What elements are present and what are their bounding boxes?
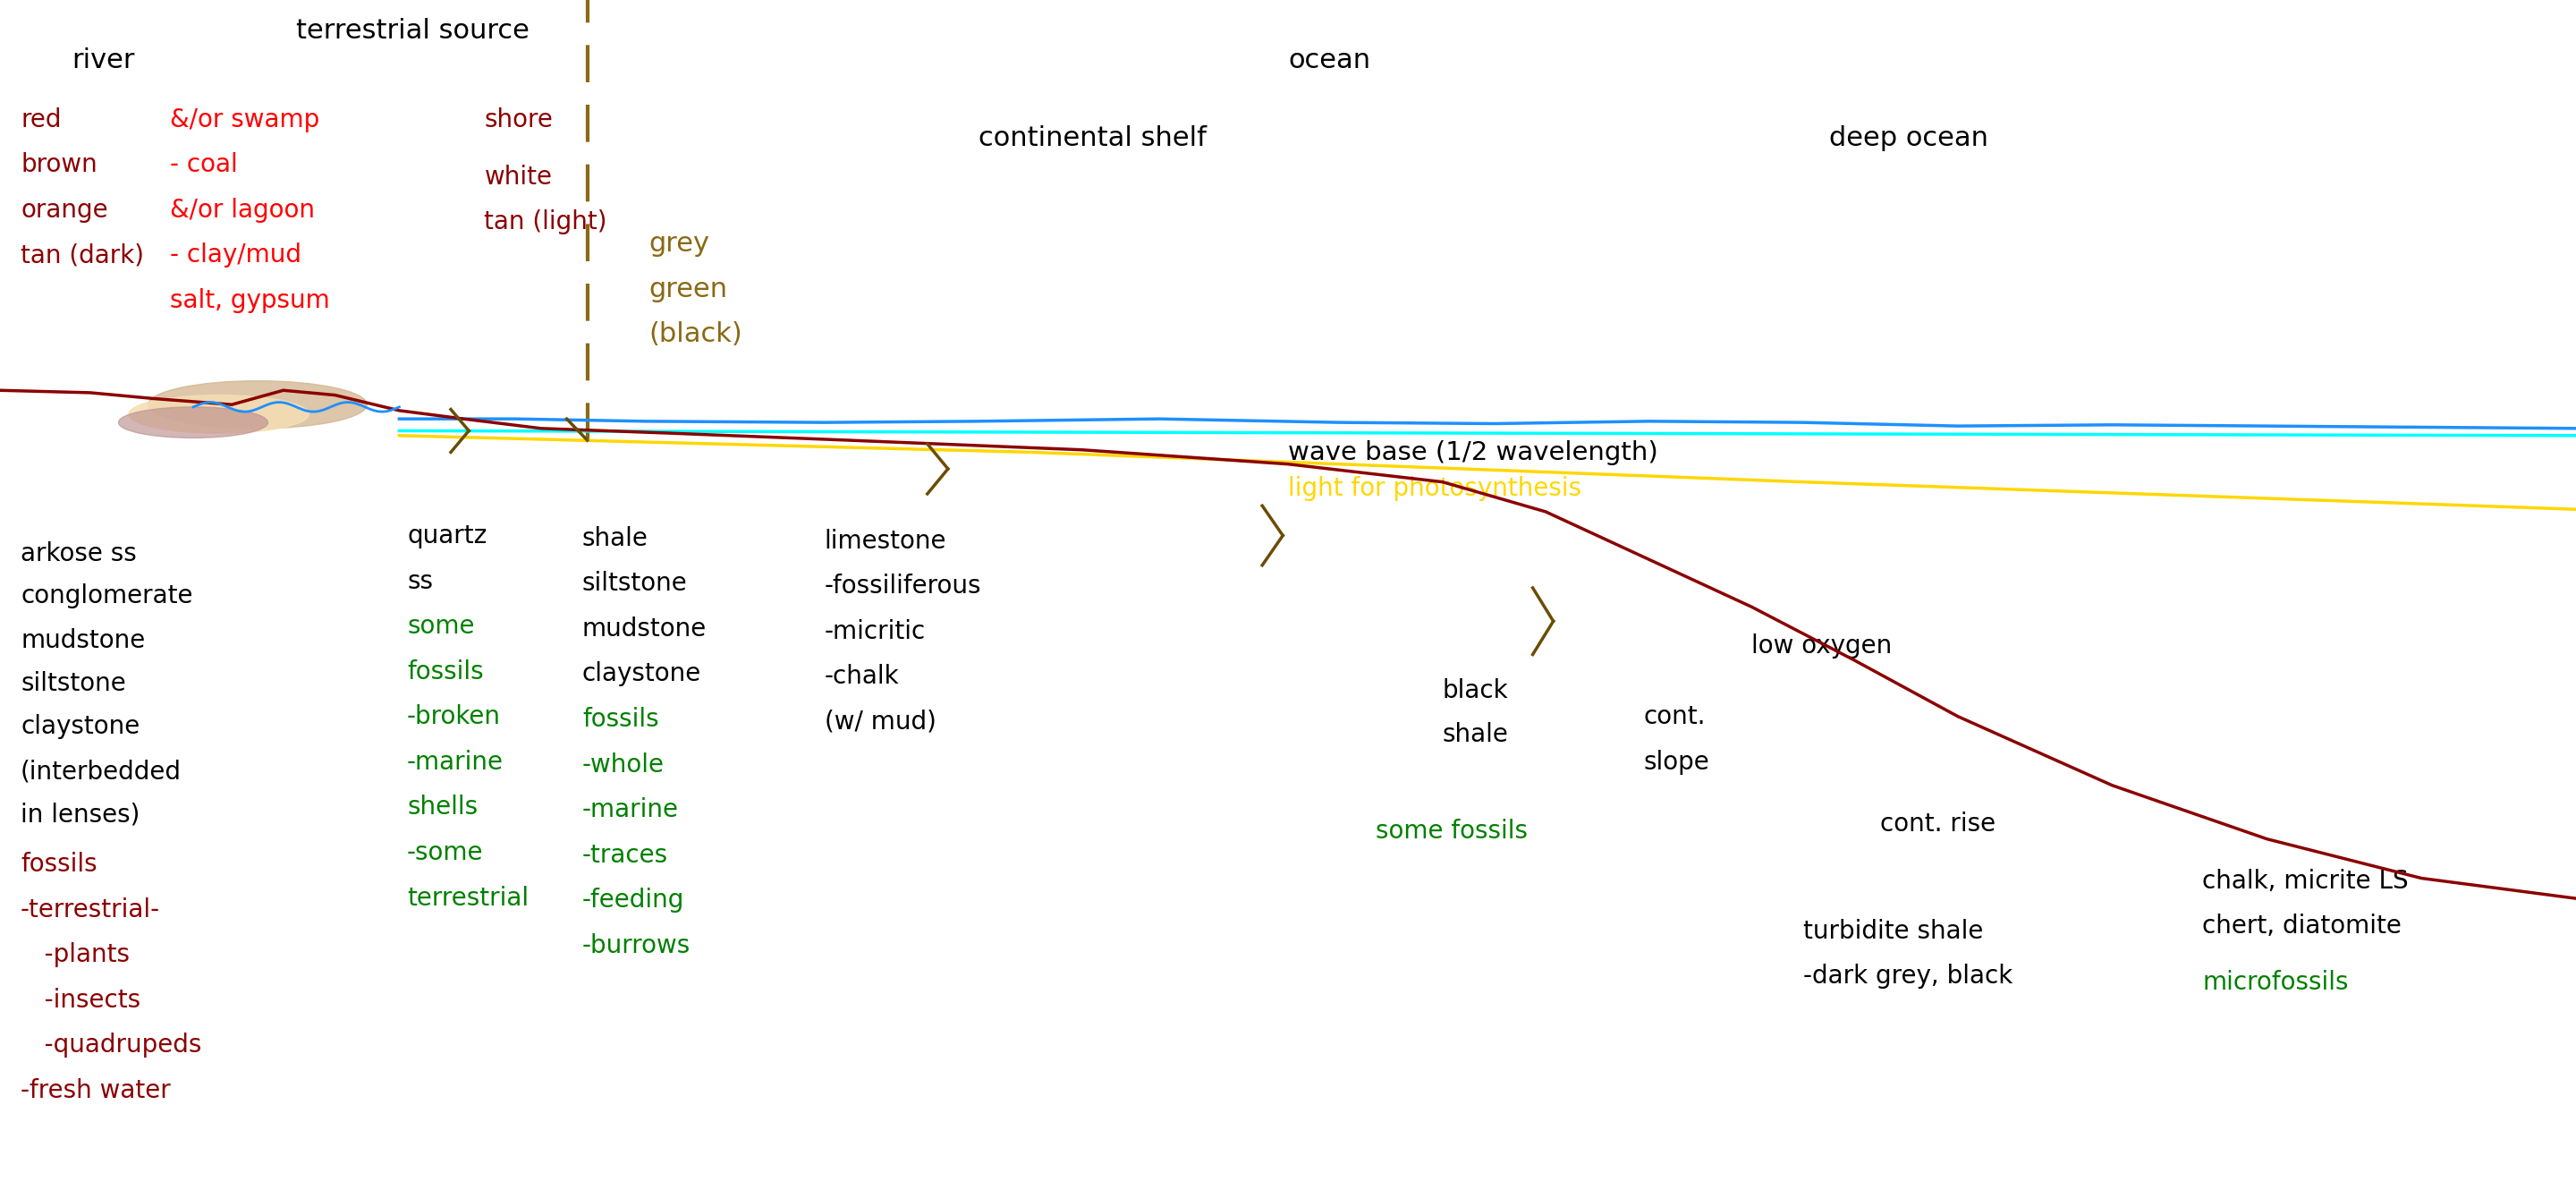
Text: -plants: -plants xyxy=(21,942,129,967)
Text: river: river xyxy=(72,48,134,74)
Text: fossils: fossils xyxy=(582,707,659,732)
Text: in lenses): in lenses) xyxy=(21,802,139,827)
Ellipse shape xyxy=(149,381,368,428)
Text: deep ocean: deep ocean xyxy=(1829,125,1989,151)
Text: ss: ss xyxy=(407,569,433,594)
Text: (black): (black) xyxy=(649,321,742,347)
Text: tan (light): tan (light) xyxy=(484,209,608,234)
Text: siltstone: siltstone xyxy=(582,571,688,596)
Text: -burrows: -burrows xyxy=(582,933,690,958)
Text: microfossils: microfossils xyxy=(2202,970,2349,995)
Text: siltstone: siltstone xyxy=(21,671,126,696)
Text: -micritic: -micritic xyxy=(824,619,925,644)
Text: wave base (1/2 wavelength): wave base (1/2 wavelength) xyxy=(1288,440,1659,465)
Text: orange: orange xyxy=(21,198,108,223)
Text: some fossils: some fossils xyxy=(1376,819,1528,844)
Text: &/or lagoon: &/or lagoon xyxy=(170,198,314,223)
Text: quartz: quartz xyxy=(407,524,487,549)
Text: terrestrial source: terrestrial source xyxy=(296,18,531,44)
Text: shale: shale xyxy=(582,526,649,551)
Text: grey: grey xyxy=(649,231,711,257)
Text: -whole: -whole xyxy=(582,752,665,777)
Text: -insects: -insects xyxy=(21,988,142,1013)
Text: -fresh water: -fresh water xyxy=(21,1078,170,1103)
Text: -some: -some xyxy=(407,840,484,865)
Text: - coal: - coal xyxy=(170,152,237,177)
Ellipse shape xyxy=(129,395,309,433)
Text: -fossiliferous: -fossiliferous xyxy=(824,574,981,599)
Text: light for photosynthesis: light for photosynthesis xyxy=(1288,476,1582,501)
Text: -feeding: -feeding xyxy=(582,888,685,913)
Text: black: black xyxy=(1443,678,1510,703)
Text: &/or swamp: &/or swamp xyxy=(170,107,319,132)
Text: conglomerate: conglomerate xyxy=(21,583,193,608)
Text: cont.: cont. xyxy=(1643,704,1705,729)
Text: chert, diatomite: chert, diatomite xyxy=(2202,914,2401,939)
Text: shale: shale xyxy=(1443,722,1510,747)
Text: -terrestrial-: -terrestrial- xyxy=(21,897,160,922)
Text: - clay/mud: - clay/mud xyxy=(170,243,301,268)
Text: terrestrial: terrestrial xyxy=(407,885,528,910)
Text: shore: shore xyxy=(484,107,554,132)
Text: white: white xyxy=(484,164,551,189)
Text: -quadrupeds: -quadrupeds xyxy=(21,1033,201,1058)
Text: cont. rise: cont. rise xyxy=(1880,812,1996,837)
Text: -dark grey, black: -dark grey, black xyxy=(1803,964,2012,989)
Text: -marine: -marine xyxy=(582,797,680,822)
Text: -traces: -traces xyxy=(582,843,667,868)
Text: slope: slope xyxy=(1643,750,1710,775)
Text: claystone: claystone xyxy=(21,714,139,739)
Text: -chalk: -chalk xyxy=(824,664,899,689)
Ellipse shape xyxy=(118,407,268,438)
Text: brown: brown xyxy=(21,152,98,177)
Text: -marine: -marine xyxy=(407,750,505,775)
Text: chalk, micrite LS: chalk, micrite LS xyxy=(2202,869,2409,894)
Text: tan (dark): tan (dark) xyxy=(21,243,144,268)
Text: fossils: fossils xyxy=(407,659,484,684)
Text: mudstone: mudstone xyxy=(21,628,144,653)
Text: low oxygen: low oxygen xyxy=(1752,633,1893,658)
Text: green: green xyxy=(649,276,729,302)
Text: claystone: claystone xyxy=(582,662,701,687)
Text: arkose ss: arkose ss xyxy=(21,541,137,566)
Text: some: some xyxy=(407,614,474,639)
Text: continental shelf: continental shelf xyxy=(979,125,1206,151)
Text: ocean: ocean xyxy=(1288,48,1370,74)
Text: -broken: -broken xyxy=(407,704,500,729)
Text: mudstone: mudstone xyxy=(582,616,706,641)
Text: (w/ mud): (w/ mud) xyxy=(824,709,935,734)
Text: salt, gypsum: salt, gypsum xyxy=(170,288,330,313)
Text: fossils: fossils xyxy=(21,852,98,877)
Text: limestone: limestone xyxy=(824,528,945,553)
Text: red: red xyxy=(21,107,62,132)
Text: (interbedded: (interbedded xyxy=(21,759,180,784)
Text: shells: shells xyxy=(407,795,477,820)
Text: turbidite shale: turbidite shale xyxy=(1803,919,1984,944)
